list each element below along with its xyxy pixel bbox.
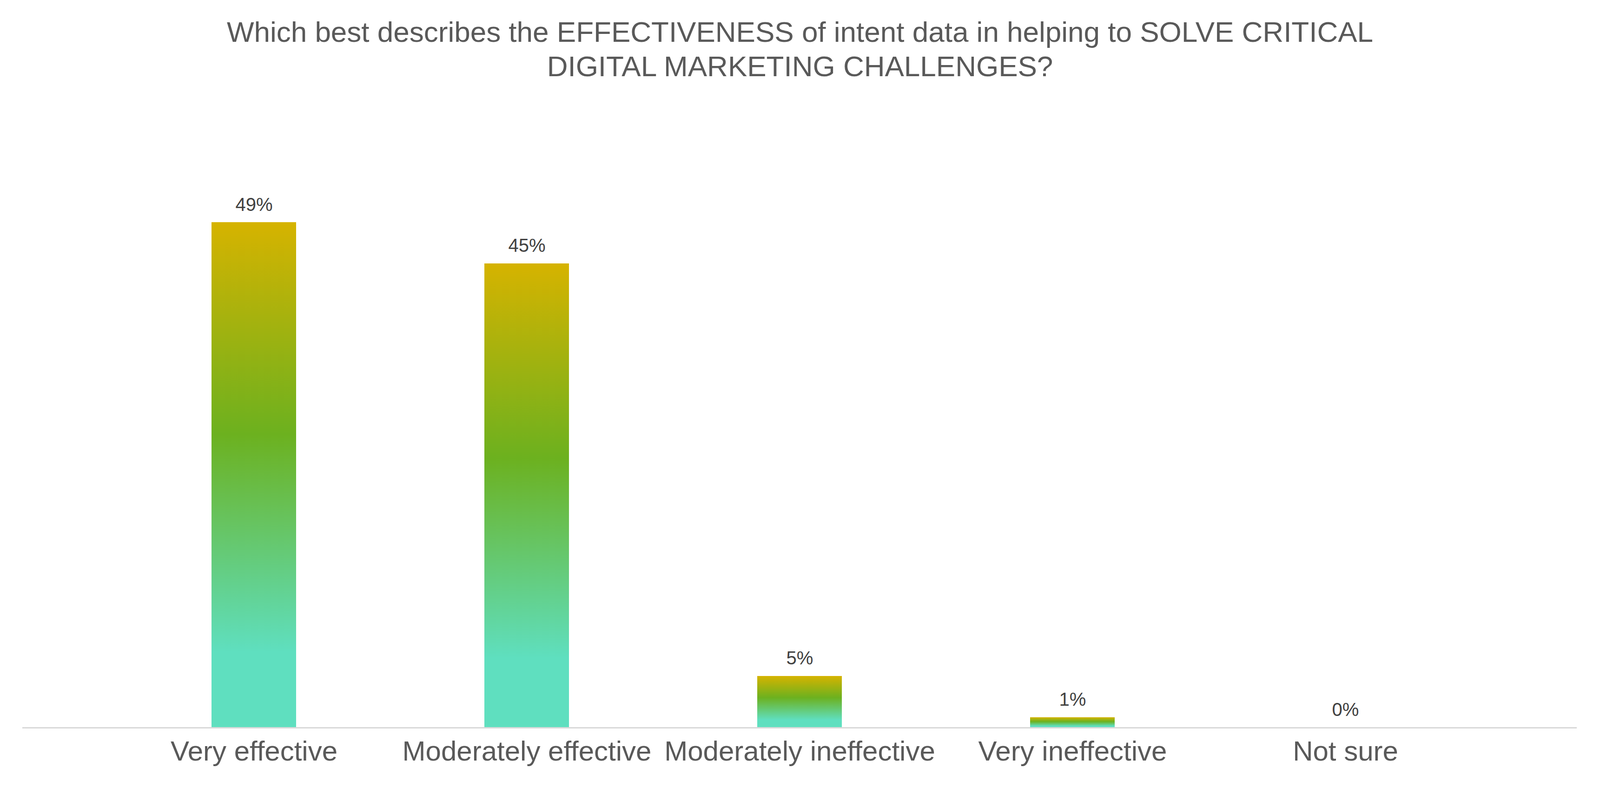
svg-text:0%: 0%: [1332, 699, 1360, 721]
svg-text:49%: 49%: [235, 194, 273, 215]
svg-text:Moderately ineffective: Moderately ineffective: [664, 735, 936, 767]
svg-text:Moderately effective: Moderately effective: [402, 735, 652, 767]
html-text:Which best describes the EFFEC: Which best describes the EFFECTIVENESS o…: [226, 15, 1374, 83]
svg-text:45%: 45%: [508, 235, 546, 256]
svg-text:5%: 5%: [786, 647, 814, 669]
svg-text:Very effective: Very effective: [170, 735, 338, 767]
svg-text:1%: 1%: [1059, 689, 1087, 710]
svg-text:Very ineffective: Very ineffective: [978, 735, 1168, 767]
svg-text:Not sure: Not sure: [1292, 735, 1399, 767]
